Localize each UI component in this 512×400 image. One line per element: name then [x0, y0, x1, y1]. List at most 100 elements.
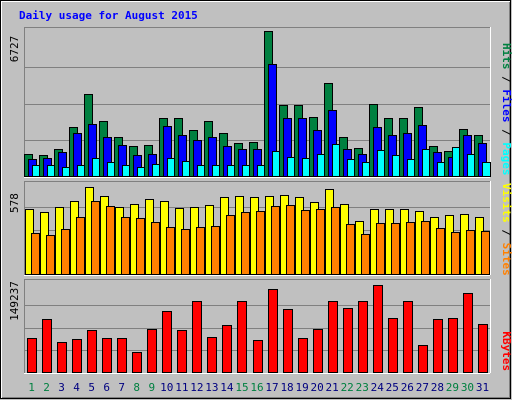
- bar-kbytes-day-5: [87, 330, 97, 373]
- x-tick-label-22: 22: [341, 381, 354, 394]
- bar-kbytes-day-14: [222, 325, 232, 373]
- bar-kbytes-day-23: [358, 301, 368, 373]
- x-tick-label-2: 2: [43, 381, 50, 394]
- x-tick-label-26: 26: [401, 381, 414, 394]
- x-tick-label-11: 11: [175, 381, 188, 394]
- bar-kbytes-day-31: [478, 324, 488, 373]
- bar-sites-day-14: [226, 215, 235, 275]
- x-tick-label-17: 17: [265, 381, 278, 394]
- legend-item-files: Files: [500, 89, 512, 122]
- legend-item-kbytes: KBytes: [500, 331, 512, 371]
- x-tick-label-14: 14: [220, 381, 234, 394]
- x-tick-label-15: 15: [235, 381, 248, 394]
- bar-kbytes-day-27: [418, 345, 428, 373]
- bar-sites-day-9: [151, 222, 160, 275]
- legend-item-sites: Sites: [500, 243, 512, 276]
- bar-sites-day-15: [241, 212, 250, 275]
- legend-separator: /: [500, 223, 512, 243]
- bar-sites-day-3: [61, 229, 70, 275]
- bar-sites-day-22: [346, 224, 355, 275]
- x-tick-label-30: 30: [461, 381, 474, 394]
- bar-kbytes-day-16: [253, 340, 263, 373]
- bar-sites-day-10: [166, 227, 175, 275]
- bar-kbytes-day-25: [388, 318, 398, 373]
- panel-kbytes: 149237 KBytes: [8, 279, 512, 374]
- bar-sites-day-11: [181, 229, 190, 275]
- bar-kbytes-day-13: [207, 337, 217, 373]
- legend-item-visits: Visits: [500, 183, 512, 223]
- bar-pages-day-31: [482, 162, 491, 177]
- bar-kbytes-day-26: [403, 301, 413, 373]
- bar-sites-day-26: [406, 222, 415, 275]
- bar-sites-day-16: [256, 211, 265, 275]
- x-tick-label-29: 29: [446, 381, 459, 394]
- bar-kbytes-day-17: [268, 289, 278, 373]
- bar-kbytes-day-7: [117, 338, 127, 373]
- y-max-label-visits_sites: 578: [8, 193, 21, 213]
- x-tick-label-19: 19: [295, 381, 308, 394]
- bar-sites-day-17: [271, 206, 280, 275]
- bar-kbytes-day-28: [433, 319, 443, 373]
- bar-sites-day-30: [466, 230, 475, 275]
- bar-kbytes-day-18: [283, 309, 293, 373]
- panel-visits_sites: 578 Visits / Sites: [8, 181, 512, 276]
- legend-separator: /: [500, 123, 512, 143]
- x-tick-label-27: 27: [416, 381, 429, 394]
- bar-kbytes-day-20: [313, 329, 323, 373]
- x-tick-label-16: 16: [250, 381, 263, 394]
- x-tick-label-20: 20: [311, 381, 324, 394]
- bar-sites-day-2: [46, 235, 55, 275]
- chart-panels: 6727 Hits / Files / Pages 578 Visits / Site…: [8, 27, 512, 374]
- x-tick-label-7: 7: [118, 381, 125, 394]
- bar-sites-day-8: [136, 218, 145, 275]
- bar-kbytes-day-29: [448, 318, 458, 373]
- bar-kbytes-day-15: [237, 301, 247, 373]
- legend-text: Visits / Sites: [500, 183, 512, 276]
- bar-kbytes-day-24: [373, 285, 383, 373]
- bar-kbytes-day-3: [57, 342, 67, 373]
- legend-kbytes: KBytes: [500, 331, 512, 371]
- bar-sites-day-4: [76, 217, 85, 275]
- bar-kbytes-day-21: [328, 301, 338, 373]
- panel-hits_files_pages: 6727 Hits / Files / Pages: [8, 27, 512, 178]
- x-tick-label-21: 21: [326, 381, 339, 394]
- bar-kbytes-day-4: [72, 339, 82, 373]
- bar-sites-day-7: [121, 217, 130, 275]
- bar-sites-day-19: [301, 210, 310, 275]
- x-tick-label-31: 31: [476, 381, 489, 394]
- bar-sites-day-18: [286, 205, 295, 275]
- bar-sites-day-23: [361, 234, 370, 275]
- bar-sites-day-1: [31, 233, 40, 275]
- x-tick-label-4: 4: [73, 381, 80, 394]
- x-tick-label-23: 23: [356, 381, 369, 394]
- bar-kbytes-day-30: [463, 293, 473, 373]
- bar-sites-day-27: [421, 221, 430, 275]
- legend-item-pages: Pages: [500, 142, 512, 175]
- x-tick-label-5: 5: [88, 381, 95, 394]
- x-tick-label-18: 18: [280, 381, 293, 394]
- y-max-label-kbytes: 149237: [8, 281, 21, 321]
- x-tick-label-6: 6: [103, 381, 110, 394]
- x-tick-label-8: 8: [133, 381, 140, 394]
- bar-sites-day-20: [316, 209, 325, 275]
- bar-kbytes-day-11: [177, 330, 187, 373]
- bar-kbytes-day-10: [162, 311, 172, 373]
- bar-kbytes-day-12: [192, 301, 202, 373]
- y-max-label-hits_files_pages: 6727: [8, 36, 21, 63]
- chart-title: Daily usage for August 2015: [19, 9, 198, 22]
- bar-sites-day-29: [451, 232, 460, 275]
- bar-kbytes-day-6: [102, 338, 112, 373]
- x-tick-label-1: 1: [28, 381, 35, 394]
- bar-kbytes-day-2: [42, 319, 52, 373]
- bar-sites-day-12: [196, 227, 205, 275]
- x-tick-label-9: 9: [148, 381, 155, 394]
- legend-hits_files_pages: Hits / Files / Pages: [500, 43, 512, 176]
- bar-kbytes-day-1: [27, 338, 37, 373]
- legend-item-hits: Hits: [500, 43, 512, 70]
- legend-text: Hits / Files / Pages: [500, 43, 512, 176]
- x-tick-label-12: 12: [190, 381, 203, 394]
- x-tick-label-24: 24: [371, 381, 385, 394]
- x-tick-label-10: 10: [160, 381, 173, 394]
- x-axis-labels: 1 2 3 4 5 6 7 8 9 10 11 12 13 14 15 16 17 18 19 20 21 22 23 24 2…: [28, 381, 489, 394]
